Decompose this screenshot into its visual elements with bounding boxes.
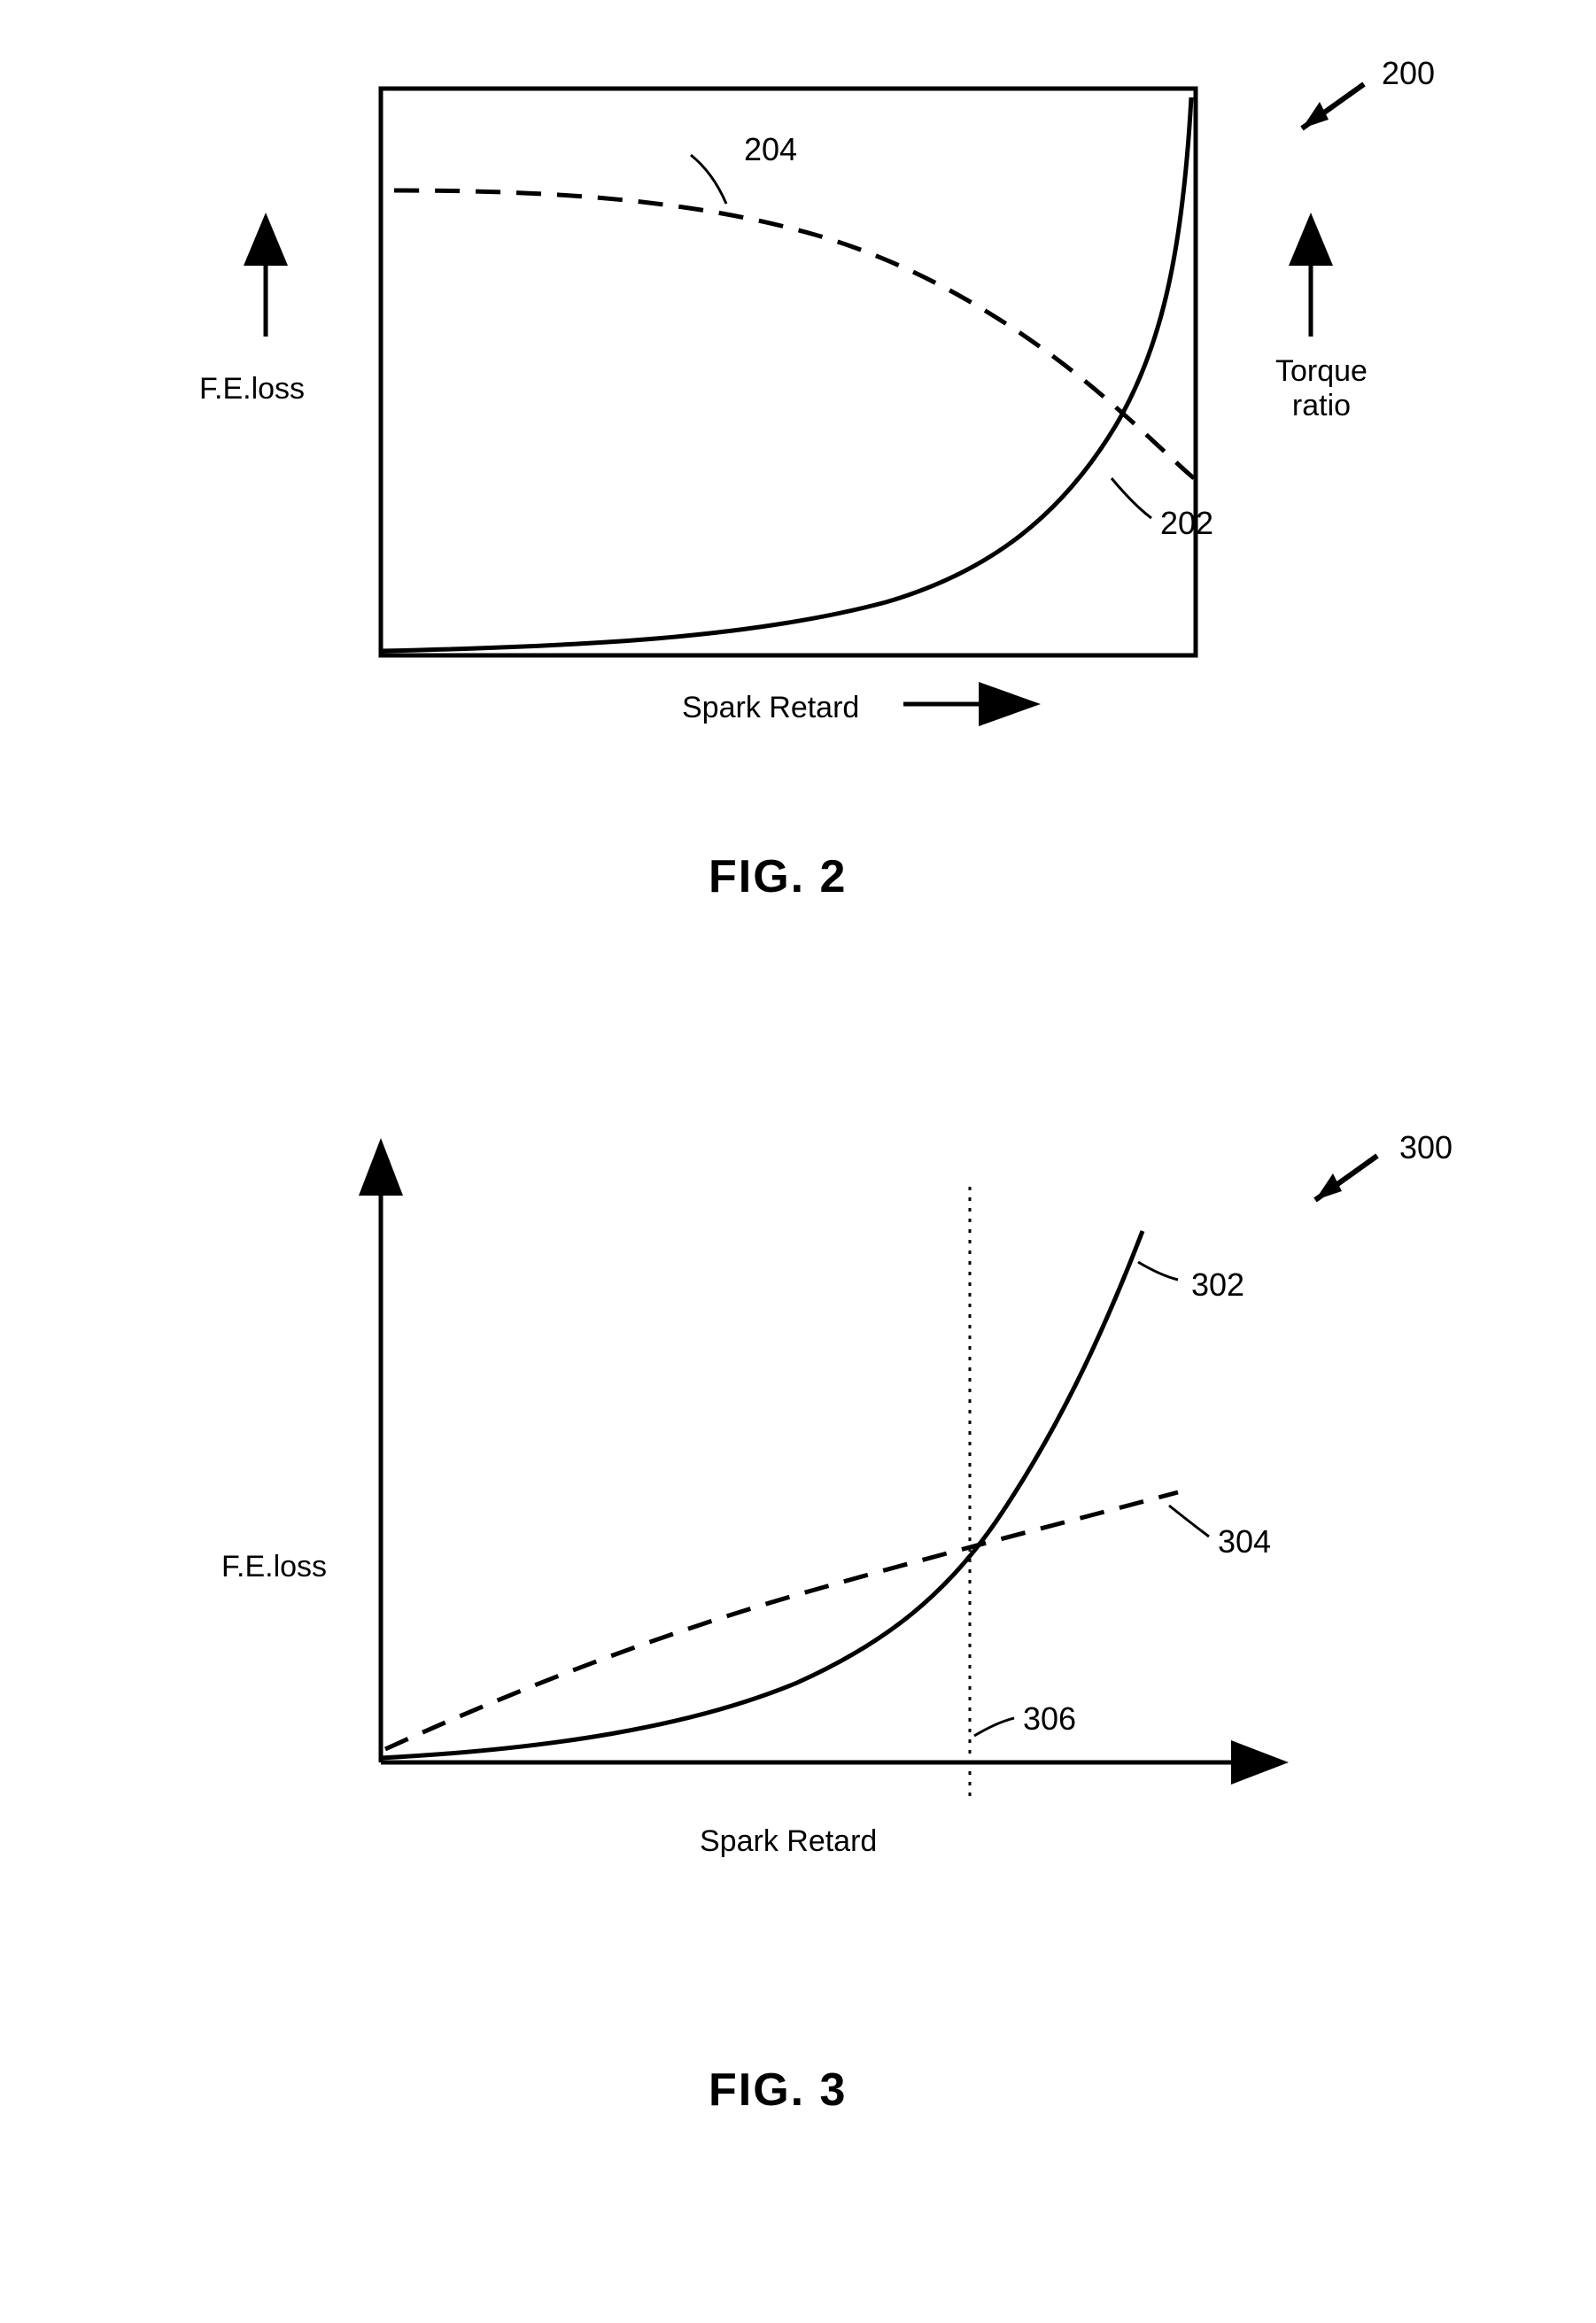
fig3-leader-306: [974, 1718, 1014, 1736]
fig2-x-axis-label: Spark Retard: [682, 691, 859, 725]
page: F.E.loss Torque ratio Spark Retard 204 2…: [0, 0, 1596, 2323]
fig3-ref-306: 306: [1023, 1700, 1076, 1738]
fig3-ref-300: 300: [1399, 1129, 1453, 1166]
fig2-svg: [0, 35, 1596, 921]
fig2-ref-204: 204: [744, 131, 797, 168]
fig2-ref-200: 200: [1382, 55, 1435, 92]
fig3-caption: FIG. 3: [709, 2064, 847, 2117]
fig2-pointer-200: [1302, 84, 1364, 128]
fig3-ref-304: 304: [1218, 1523, 1271, 1560]
fig2-leader-202: [1112, 478, 1151, 518]
fig2-curve-202: [381, 97, 1191, 651]
fig3-curve-302: [381, 1231, 1143, 1758]
fig2-plotbox: [381, 89, 1196, 655]
fig3-ref-302: 302: [1191, 1266, 1244, 1304]
fig3-x-axis-label: Spark Retard: [700, 1824, 877, 1859]
fig2-leader-204: [691, 155, 726, 204]
fig3-leader-304: [1169, 1506, 1209, 1537]
fig3-leader-302: [1138, 1262, 1178, 1280]
fig2-ref-202: 202: [1160, 505, 1213, 542]
fig2-right-axis-label: Torque ratio: [1275, 354, 1367, 423]
fig2-curve-204: [394, 190, 1194, 478]
fig3-left-axis-label: F.E.loss: [221, 1550, 327, 1584]
fig3-pointer-300: [1315, 1156, 1377, 1200]
fig2-caption: FIG. 2: [709, 850, 847, 903]
fig2-left-axis-label: F.E.loss: [199, 372, 305, 407]
